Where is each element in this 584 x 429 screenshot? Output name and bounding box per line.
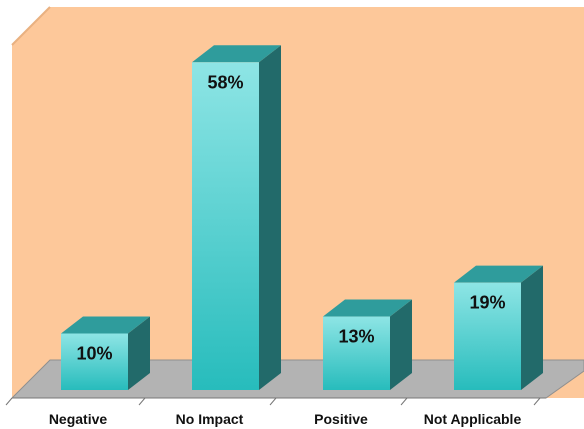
x-axis-ticks [6, 398, 540, 405]
bar-negative: 10% [61, 317, 150, 391]
value-label: 13% [338, 327, 374, 347]
bar-side [259, 45, 281, 390]
x-axis-tick [6, 398, 12, 405]
category-label: Not Applicable [424, 411, 522, 427]
bar-positive: 13% [323, 300, 412, 390]
bar-not-applicable: 19% [454, 266, 543, 390]
category-label: Positive [314, 411, 368, 427]
x-axis-tick [139, 398, 145, 405]
bar-no-impact: 58% [192, 45, 281, 390]
value-label: 10% [76, 344, 112, 364]
x-axis-tick [270, 398, 276, 405]
category-label: Negative [49, 411, 108, 427]
bar-side [521, 266, 543, 390]
value-label: 58% [207, 72, 243, 92]
category-label: No Impact [176, 411, 244, 427]
value-label: 19% [469, 293, 505, 313]
bar-front [192, 62, 259, 390]
x-axis-tick [401, 398, 407, 405]
category-labels: Negative No Impact Positive Not Applicable [49, 411, 522, 427]
x-axis-tick [534, 398, 540, 405]
